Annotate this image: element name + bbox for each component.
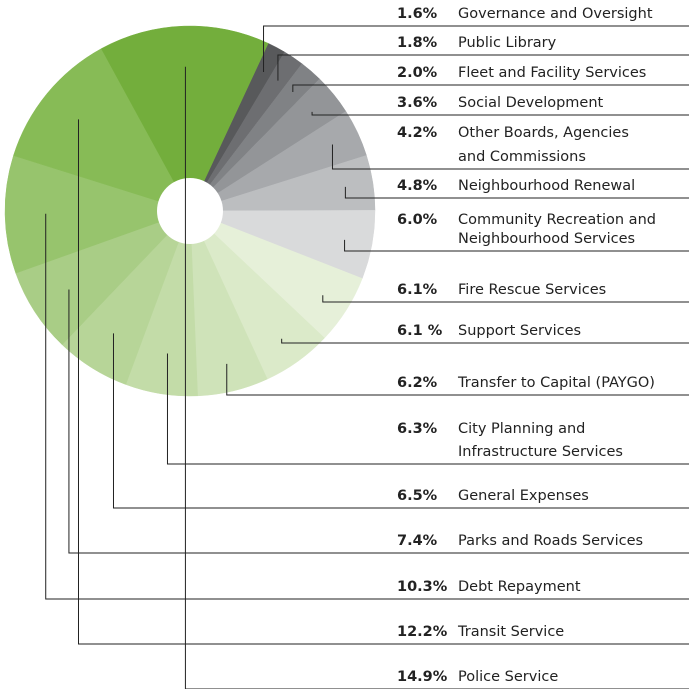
value-label: 14.9% [397,669,448,685]
category-label: Fleet and Facility Services [458,65,646,81]
leader-line [112,333,689,509]
donut-hole [157,178,223,244]
category-label: Police Service [458,669,558,685]
category-label-line: and Commissions [458,149,586,165]
value-label: 6.3% [397,421,438,437]
leader-line [322,295,689,303]
leader-line [263,25,689,73]
value-label: 1.6% [397,6,438,22]
value-label: 4.8% [397,178,438,194]
leader-line [77,119,689,645]
category-label: Other Boards, Agencies and Commissions [458,125,629,165]
category-label-line: General Expenses [458,488,589,504]
category-label-line: Public Library [458,35,557,51]
category-label-line: Debt Repayment [458,579,581,595]
category-label-line: City Planning and [458,421,585,437]
category-label-line: Transit Service [457,624,564,640]
value-label: 12.2% [397,624,448,640]
pie-slice [100,25,269,212]
category-label-line: Infrastructure Services [458,444,623,460]
category-label-line: Community Recreation and [458,212,656,228]
category-label: Fire Rescue Services [458,282,606,298]
category-label-line: Governance and Oversight [458,6,653,22]
category-label: Community Recreation and Neighbourhood Se… [458,212,656,247]
category-label-line: Other Boards, Agencies [458,125,629,141]
leader-line [331,144,689,170]
category-label-line: Neighbourhood Renewal [458,178,635,194]
category-label-line: Fleet and Facility Services [458,65,646,81]
category-label-line: Transfer to Capital (PAYGO) [457,375,655,391]
category-label: Debt Repayment [458,579,581,595]
category-label-line: Police Service [458,669,558,685]
value-label: 10.3% [397,579,448,595]
leader-line [166,353,689,465]
pie-slice [4,155,191,274]
category-label: Governance and Oversight [458,6,653,22]
value-label: 6.5% [397,488,438,504]
leader-line [281,338,689,344]
pie-slice [13,48,191,212]
leader-line [292,84,689,93]
leader-line [344,239,689,252]
value-label: 6.1% [397,282,438,298]
category-label: Support Services [458,323,581,339]
category-label: Social Development [458,95,604,111]
leader-line [277,54,689,81]
leader-line [226,363,689,396]
category-label: General Expenses [458,488,589,504]
category-label-line: Neighbourhood Services [458,231,635,247]
leader-line [311,111,689,116]
category-label-line: Support Services [458,323,581,339]
category-label: Transfer to Capital (PAYGO) [457,375,655,391]
value-label: 7.4% [397,533,438,549]
category-label-line: Fire Rescue Services [458,282,606,298]
category-label: Neighbourhood Renewal [458,178,635,194]
value-label: 6.1 % [397,323,443,339]
value-label: 6.2% [397,375,438,391]
category-label: Public Library [458,35,557,51]
value-label: 3.6% [397,95,438,111]
value-label: 6.0% [397,212,438,228]
value-label: 2.0% [397,65,438,81]
category-label: Transit Service [457,624,564,640]
leader-line [344,186,689,199]
category-label-line: Parks and Roads Services [458,533,643,549]
category-label-line: Social Development [458,95,604,111]
leader-line [68,289,689,554]
value-label: 4.2% [397,125,438,141]
category-label: City Planning and Infrastructure Services [458,421,623,460]
category-label: Parks and Roads Services [458,533,643,549]
value-label: 1.8% [397,35,438,51]
leader-line [45,213,689,600]
